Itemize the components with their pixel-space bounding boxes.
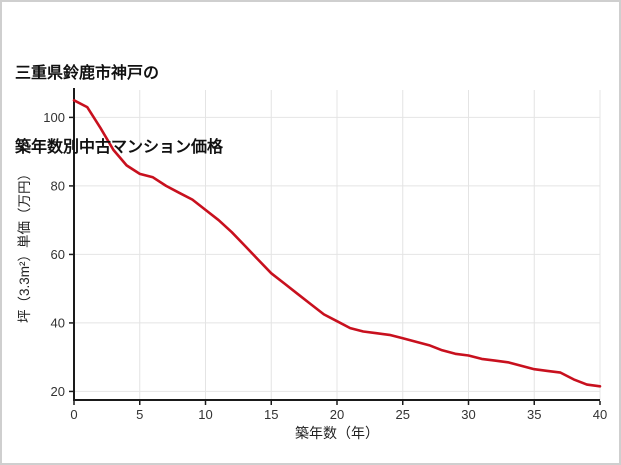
price-line — [72, 99, 602, 388]
x-tick-label: 25 — [396, 407, 410, 422]
x-tick-label: 10 — [198, 407, 212, 422]
chart-title-line2: 築年数別中古マンション価格 — [15, 138, 224, 156]
x-tick-label: 35 — [527, 407, 541, 422]
x-tick-label: 15 — [264, 407, 278, 422]
y-tick-label: 80 — [51, 178, 65, 193]
x-tick-label: 30 — [461, 407, 475, 422]
x-axis-title: 築年数（年） — [295, 425, 379, 441]
y-tick-label: 20 — [51, 384, 65, 399]
x-tick-label: 5 — [136, 407, 143, 422]
y-axis-title: 坪（3.3m²）単価（万円） — [17, 166, 32, 324]
y-tick-label: 100 — [43, 110, 65, 125]
x-tick-label: 20 — [330, 407, 344, 422]
chart-title: 三重県鈴鹿市神戸の 築年数別中古マンション価格 — [15, 12, 223, 210]
y-tick-label: 40 — [51, 315, 65, 330]
chart-title-line1: 三重県鈴鹿市神戸の — [15, 64, 160, 82]
x-tick-label: 0 — [70, 407, 77, 422]
y-tick-label: 60 — [51, 247, 65, 262]
x-tick-label: 40 — [593, 407, 607, 422]
